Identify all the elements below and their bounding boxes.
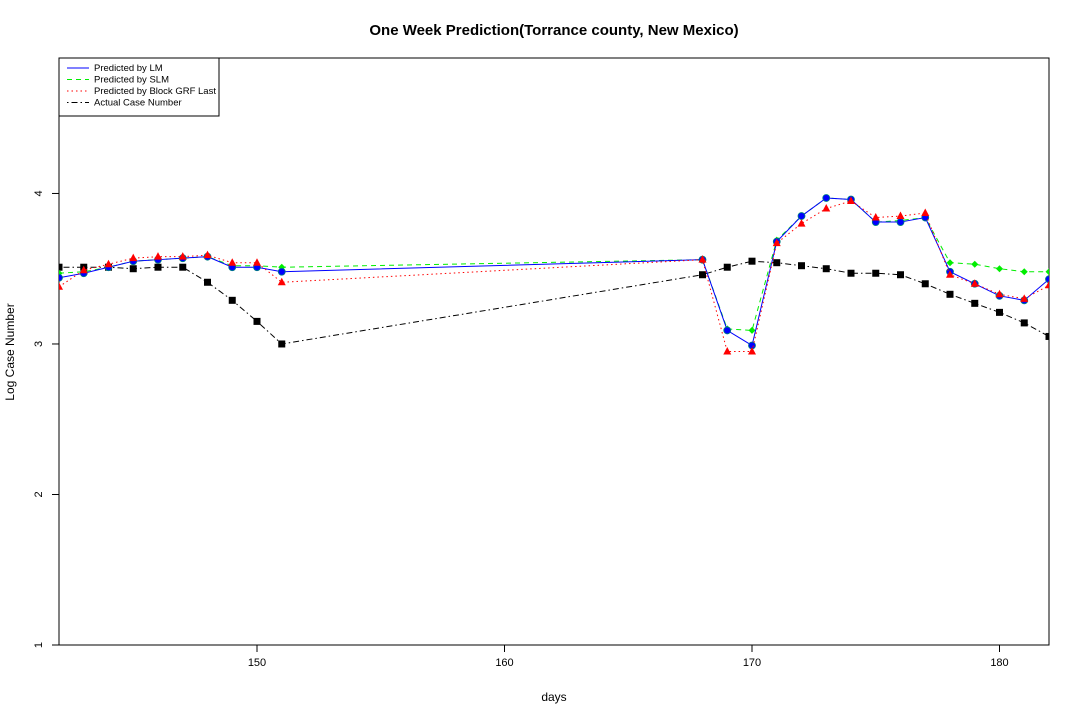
point-0-5: [179, 263, 187, 271]
point-3-6: [203, 250, 212, 259]
point-0-12: [748, 257, 756, 265]
point-1-22: [996, 265, 1003, 273]
point-3-7: [228, 258, 237, 266]
point-3-23: [1020, 294, 1029, 302]
legend-entry-2: Predicted by Block GRF Last: [94, 86, 216, 97]
point-3-14: [797, 219, 806, 227]
series-layer: [59, 194, 1049, 355]
point-0-3: [129, 265, 137, 273]
point-3-10: [698, 255, 707, 263]
point-3-13: [772, 238, 781, 247]
axes: 150 160 170 180 1 2 3 4: [33, 190, 1009, 669]
x-tick-label-2: 170: [743, 657, 761, 669]
point-3-11: [723, 347, 732, 355]
point-0-15: [822, 265, 830, 273]
y-tick-label-1: 2: [33, 491, 45, 497]
point-0-23: [1020, 319, 1028, 327]
point-0-4: [154, 263, 162, 271]
point-3-18: [896, 211, 905, 220]
series-0: [59, 257, 1049, 348]
point-3-19: [921, 208, 930, 217]
point-3-9: [277, 277, 286, 286]
point-1-23: [1020, 268, 1028, 276]
point-0-24: [1045, 332, 1049, 340]
series-2: [59, 194, 1049, 350]
point-3-22: [995, 289, 1004, 298]
point-2-12: [748, 341, 756, 349]
point-3-21: [970, 279, 979, 287]
point-0-21: [971, 299, 979, 307]
point-0-6: [204, 278, 211, 286]
point-2-11: [723, 326, 731, 334]
point-0-22: [996, 308, 1003, 316]
point-2-18: [897, 218, 904, 226]
plot-frame: [58, 57, 1050, 646]
point-1-12: [748, 326, 756, 334]
point-outline-2-15: [822, 194, 831, 202]
point-0-20: [946, 290, 954, 298]
point-2-0: [59, 274, 63, 282]
point-3-2: [104, 259, 113, 268]
point-0-10: [699, 271, 706, 279]
point-0-17: [872, 269, 880, 277]
series-3: [59, 196, 1049, 355]
point-3-17: [871, 213, 880, 221]
point-0-11: [723, 263, 731, 271]
x-tick-label-0: 150: [248, 657, 266, 669]
point-outline-2-0: [59, 273, 63, 282]
point-3-8: [253, 258, 261, 266]
point-0-16: [847, 269, 855, 277]
point-3-20: [946, 270, 954, 278]
y-tick-label-0: 1: [33, 642, 45, 648]
point-outline-2-24: [1045, 275, 1049, 284]
point-0-0: [59, 263, 63, 271]
point-0-8: [253, 317, 261, 325]
y-axis-label: Log Case Number: [3, 303, 17, 400]
y-tick-label-3: 4: [33, 190, 45, 196]
point-3-3: [129, 253, 138, 262]
point-1-24: [1045, 268, 1049, 276]
point-3-15: [822, 204, 831, 212]
point-0-9: [278, 340, 286, 348]
point-outline-2-11: [723, 326, 732, 335]
point-3-1: [79, 265, 88, 274]
point-2-9: [278, 268, 286, 276]
point-2-15: [822, 194, 830, 202]
point-3-5: [178, 252, 187, 260]
point-3-16: [847, 196, 855, 204]
point-3-12: [748, 347, 756, 355]
point-0-13: [773, 259, 781, 267]
point-0-14: [798, 262, 805, 270]
legend-entry-1: Predicted by SLM: [94, 75, 169, 86]
point-outline-2-9: [277, 267, 286, 276]
chart-title: One Week Prediction(Torrance county, New…: [369, 22, 738, 39]
x-tick-label-3: 180: [990, 657, 1008, 669]
point-3-0: [59, 282, 63, 290]
y-tick-label-2: 3: [33, 341, 45, 347]
point-0-7: [228, 296, 236, 304]
x-tick-label-1: 160: [495, 657, 513, 669]
point-3-4: [154, 252, 162, 260]
legend-entry-3: Actual Case Number: [94, 98, 182, 109]
point-2-24: [1045, 275, 1049, 283]
point-1-21: [971, 260, 979, 268]
point-2-14: [798, 212, 805, 220]
point-0-18: [897, 271, 904, 279]
legend-entry-0: Predicted by LM: [94, 63, 163, 74]
point-3-24: [1045, 280, 1049, 289]
point-1-20: [946, 259, 954, 267]
point-0-19: [921, 280, 929, 288]
x-axis-label: days: [541, 690, 566, 704]
